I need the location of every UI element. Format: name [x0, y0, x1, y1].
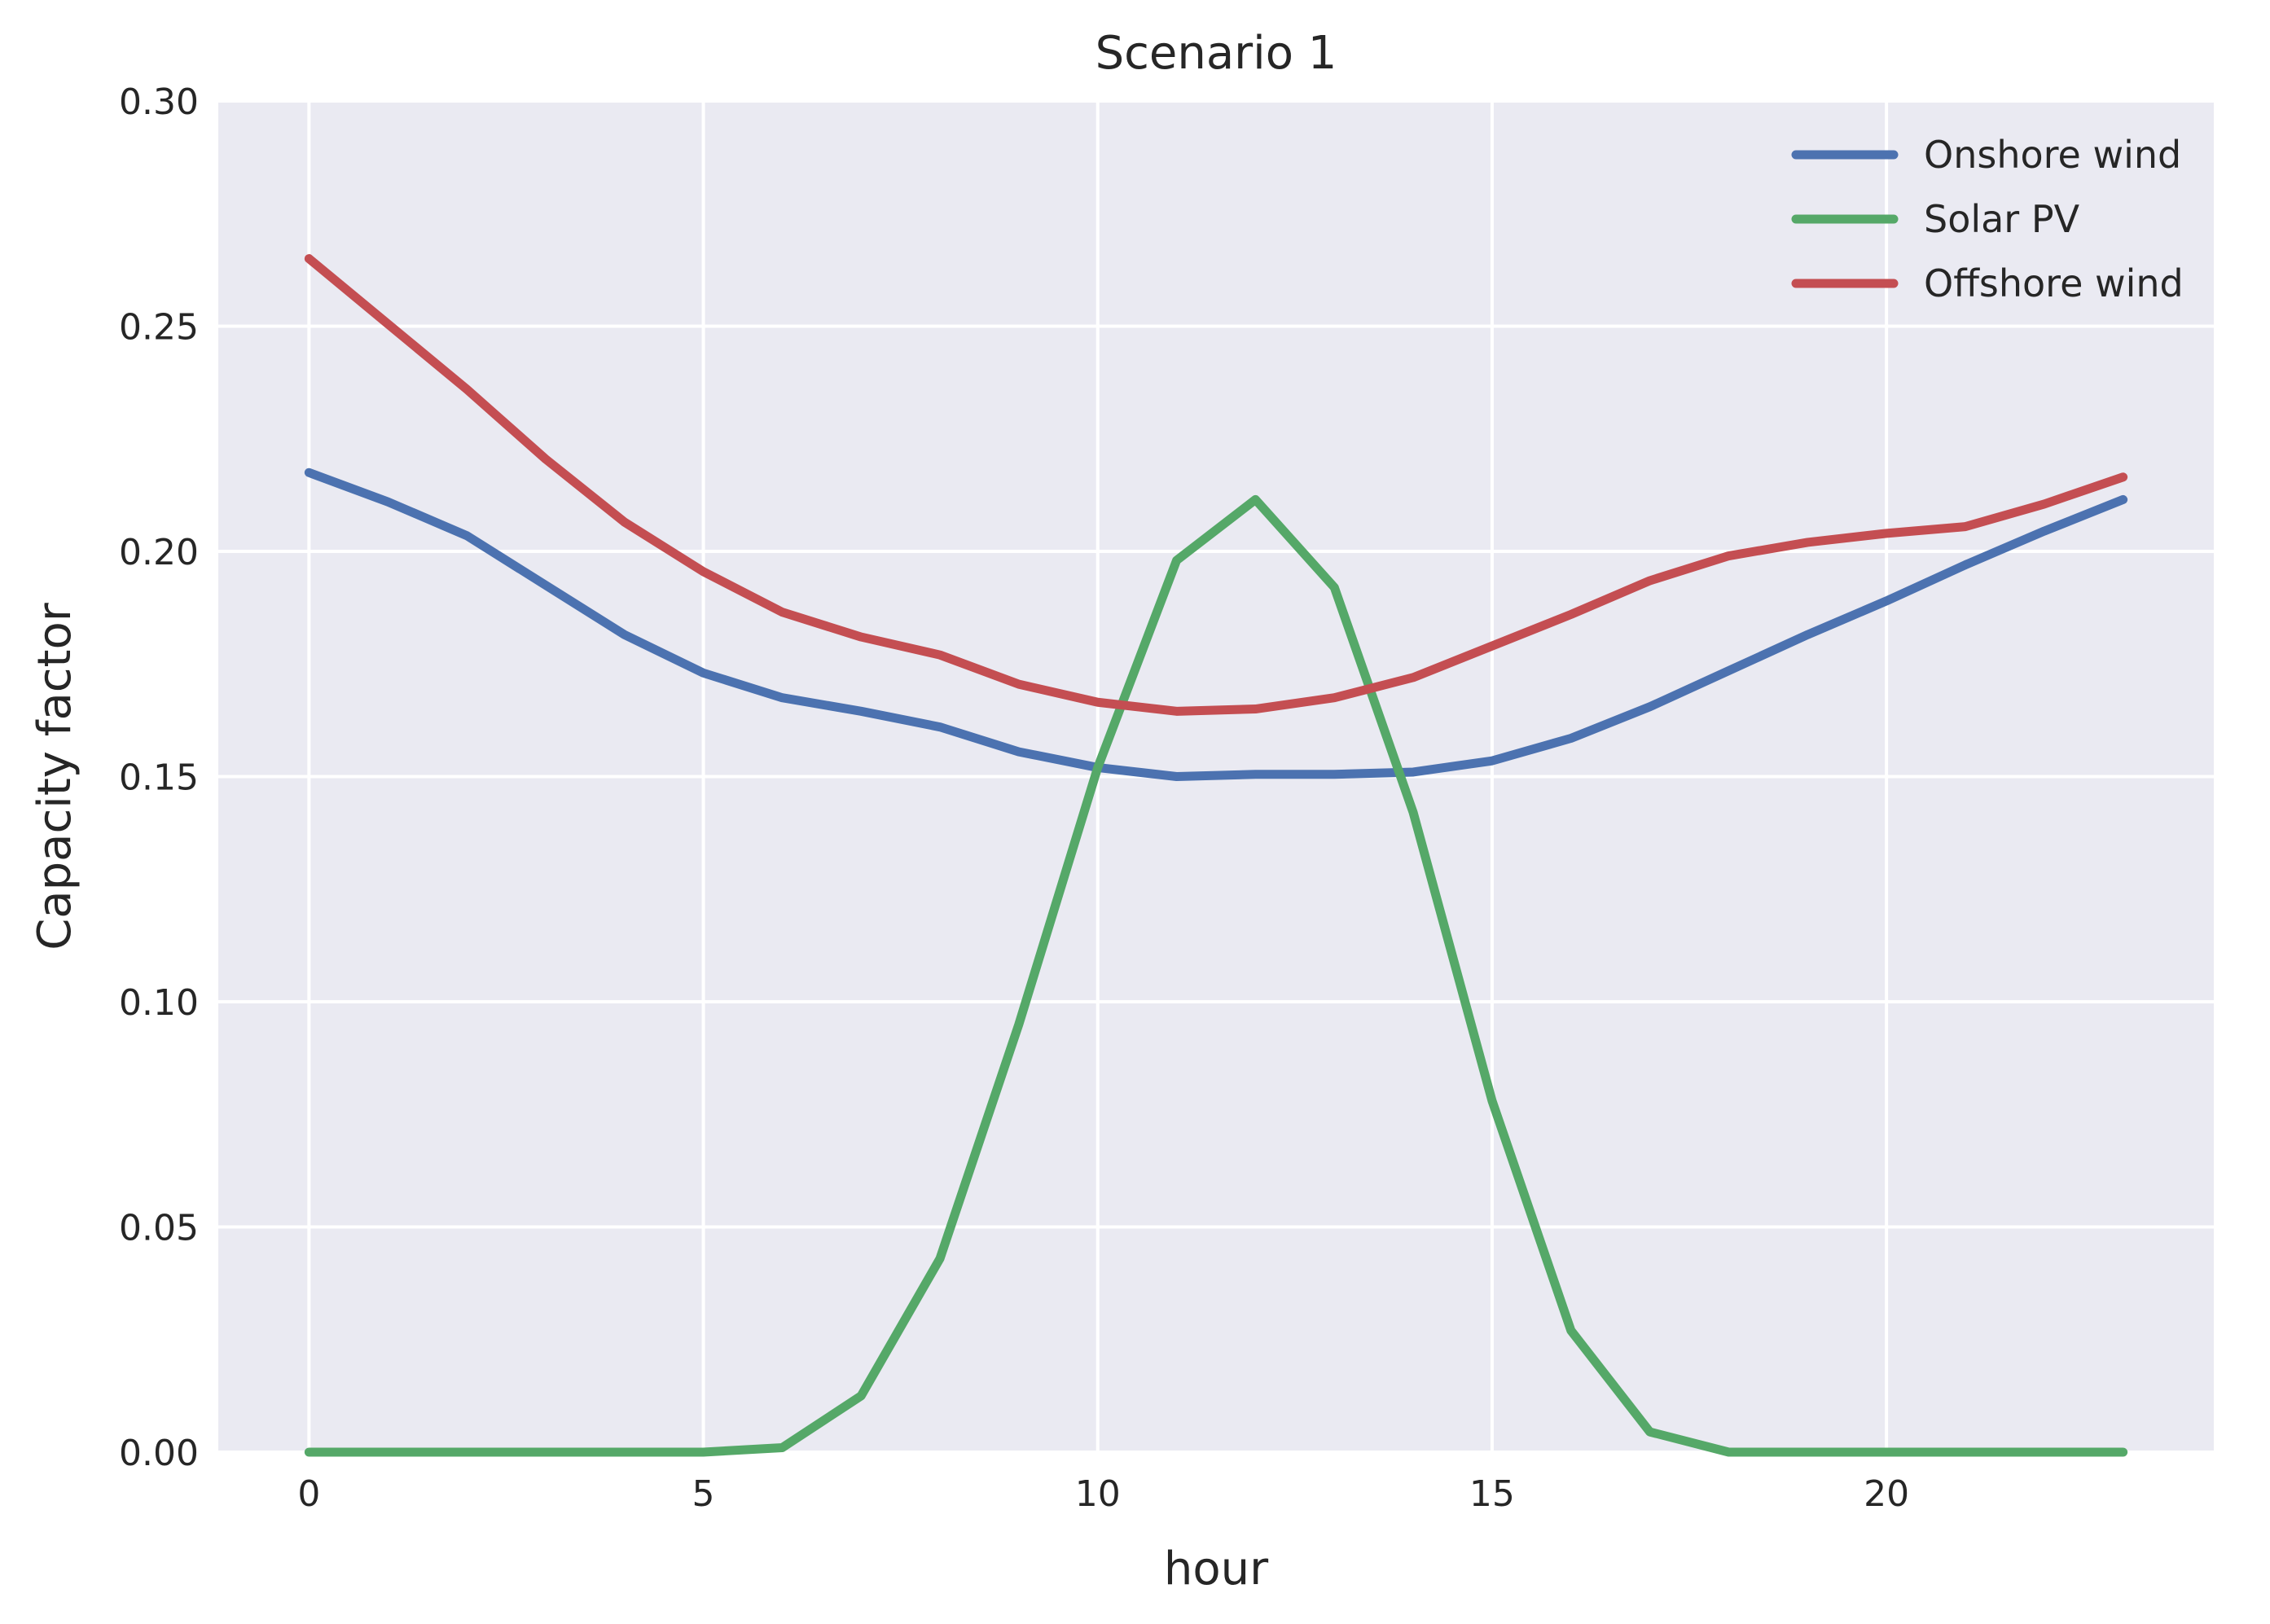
legend: Onshore wind Solar PV Offshore wind [1791, 133, 2184, 305]
x-tick-label: 10 [1075, 1473, 1121, 1515]
y-tick-label: 0.05 [119, 1208, 199, 1249]
series-line-onshore-wind [304, 467, 2128, 781]
series-lines [304, 254, 2128, 1457]
x-axis-label: hour [1164, 1543, 1269, 1595]
y-tick-label: 0.10 [119, 982, 199, 1024]
chart-title: Scenario 1 [1095, 27, 1337, 80]
y-tick-label: 0.20 [119, 532, 199, 573]
x-tick-label: 20 [1864, 1473, 1909, 1515]
x-tick-label: 15 [1469, 1473, 1515, 1515]
tick-labels: 0 5 10 15 20 0.00 0.05 0.10 0.15 0.20 0.25 0.30 [119, 81, 1909, 1515]
y-tick-label: 0.25 [119, 307, 199, 349]
legend-label: Offshore wind [1924, 261, 2184, 305]
legend-label: Solar PV [1924, 197, 2080, 241]
series-line-offshore-wind [304, 254, 2128, 716]
x-tick-label: 5 [692, 1473, 715, 1515]
y-tick-label: 0.00 [119, 1433, 199, 1474]
legend-label: Onshore wind [1924, 133, 2181, 177]
x-tick-label: 0 [297, 1473, 320, 1515]
y-tick-label: 0.30 [119, 81, 199, 123]
y-tick-label: 0.15 [119, 757, 199, 799]
y-axis-label: Capacity factor [29, 602, 81, 950]
series-line-solar-pv [304, 494, 2128, 1457]
